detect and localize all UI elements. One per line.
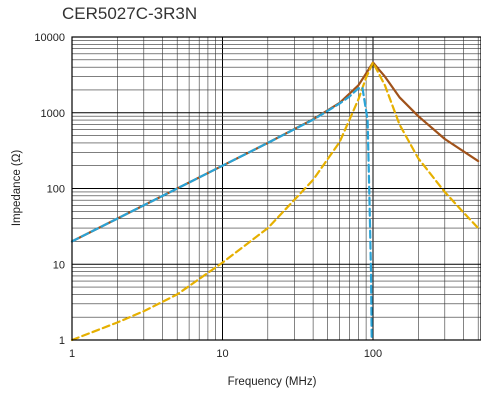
y-axis-title: Impedance (Ω) (11, 150, 23, 227)
series-line-2 (70, 61, 480, 342)
series-line-3 (70, 86, 373, 342)
y-tick-label: 100 (47, 184, 65, 196)
series-lines (70, 61, 480, 342)
y-tick-label: 1000 (41, 108, 65, 120)
plot-frame (71, 36, 481, 341)
tick-labels: 1 10 100 1 10 100 1000 10000 (34, 32, 382, 360)
plot-border (71, 36, 481, 341)
y-tick-label: 10 (53, 259, 65, 271)
y-tick-label: 10000 (34, 32, 65, 44)
x-axis-title: Frequency (MHz) (228, 376, 317, 388)
x-tick-label: 100 (364, 348, 382, 360)
chart-title: CER5027C-3R3N (62, 4, 198, 23)
y-tick-label: 1 (59, 335, 65, 347)
grid-lines (71, 36, 481, 341)
x-tick-label: 10 (216, 348, 228, 360)
x-tick-label: 1 (69, 348, 75, 360)
series-line-1 (70, 61, 480, 243)
